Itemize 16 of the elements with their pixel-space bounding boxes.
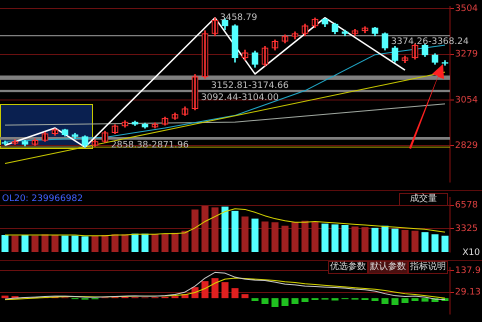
y-tick-label: 137.9	[455, 266, 482, 276]
y-tick-label: 6578	[455, 200, 478, 211]
annotation: OL20: 239966982	[2, 194, 83, 205]
y-tick-label: 2829	[455, 141, 478, 152]
annotation: 优选参数	[328, 261, 368, 274]
y-tick-label: 3279	[455, 50, 478, 60]
y-tick-label: 3504	[455, 4, 478, 14]
text: X10	[462, 248, 480, 259]
band-label: 3152.81-3174.66	[211, 80, 289, 91]
y-tick-label: 29.13	[455, 288, 481, 298]
annotation: 指标说明	[408, 261, 448, 274]
y-tick-label: 3054	[455, 95, 478, 106]
annotation: 成交量	[399, 193, 448, 206]
annotation: 默认参数	[368, 261, 408, 274]
y-tick-label: 3325	[455, 224, 478, 234]
annotation: 3458.79	[220, 13, 258, 24]
